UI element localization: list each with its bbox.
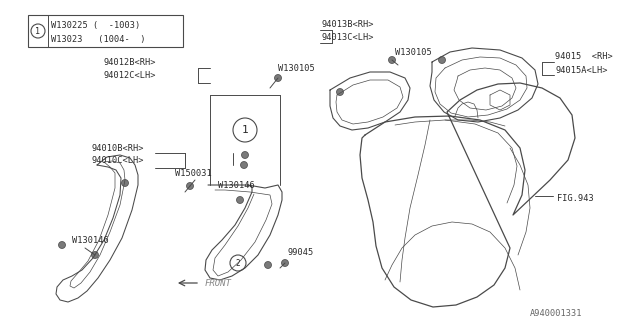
Text: 1: 1 xyxy=(35,27,40,36)
Text: 94015A<LH>: 94015A<LH> xyxy=(555,66,607,75)
Text: 94015  <RH>: 94015 <RH> xyxy=(555,52,612,60)
Circle shape xyxy=(58,242,65,249)
Circle shape xyxy=(241,162,248,169)
Text: 99045: 99045 xyxy=(288,247,314,257)
Text: W130146: W130146 xyxy=(218,180,255,189)
Text: W130225 (  -1003): W130225 ( -1003) xyxy=(51,20,140,29)
Text: 94010B<RH>: 94010B<RH> xyxy=(92,143,145,153)
Text: 94013C<LH>: 94013C<LH> xyxy=(322,33,374,42)
Bar xyxy=(28,15,183,47)
Circle shape xyxy=(186,182,193,189)
Text: FIG.943: FIG.943 xyxy=(557,194,594,203)
Text: 94013B<RH>: 94013B<RH> xyxy=(322,20,374,28)
Text: 2: 2 xyxy=(236,259,240,268)
Text: 94010C<LH>: 94010C<LH> xyxy=(92,156,145,164)
Text: W13023   (1004-  ): W13023 (1004- ) xyxy=(51,35,145,44)
Text: W130146: W130146 xyxy=(72,236,109,244)
Circle shape xyxy=(264,261,271,268)
Text: FRONT: FRONT xyxy=(205,278,232,287)
Circle shape xyxy=(282,260,289,267)
Text: A940001331: A940001331 xyxy=(530,309,582,318)
Circle shape xyxy=(122,180,129,187)
Text: W130105: W130105 xyxy=(395,47,432,57)
Circle shape xyxy=(388,57,396,63)
Circle shape xyxy=(237,196,243,204)
Text: W150031: W150031 xyxy=(175,169,212,178)
Circle shape xyxy=(92,252,99,259)
Text: 1: 1 xyxy=(242,125,248,135)
Circle shape xyxy=(275,75,282,82)
Circle shape xyxy=(438,57,445,63)
Text: 94012B<RH>: 94012B<RH> xyxy=(103,58,156,67)
Text: 94012C<LH>: 94012C<LH> xyxy=(103,70,156,79)
Circle shape xyxy=(337,89,344,95)
Text: W130105: W130105 xyxy=(278,63,315,73)
Circle shape xyxy=(241,151,248,158)
